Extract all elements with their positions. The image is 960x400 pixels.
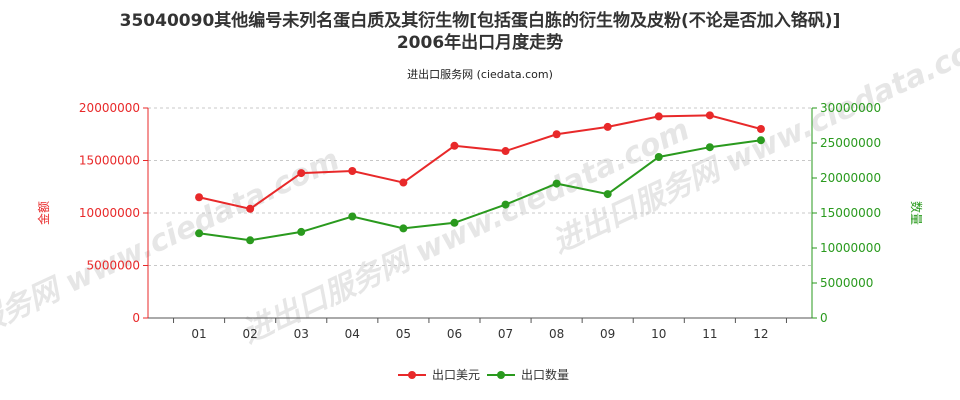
x-tick-label: 04 (345, 327, 360, 341)
x-tick-label: 11 (702, 327, 717, 341)
legend: 出口美元 出口数量 (398, 367, 569, 382)
x-tick-label: 02 (243, 327, 258, 341)
y-tick-label-right: 5000000 (820, 276, 873, 290)
y-tick-label-right: 20000000 (820, 171, 881, 185)
series-2-point (654, 153, 663, 161)
tick-labels: 0 5000000 10000000 15000000 20000000 0 5000000… (79, 101, 881, 341)
series-line-2 (198, 139, 762, 242)
series-1-point (195, 193, 204, 202)
series-2-point (450, 218, 459, 227)
chart-title: 35040090其他编号未列名蛋白质及其衍生物[包括蛋白胨的衍生物及皮粉(不论是… (120, 10, 841, 31)
series-layer (195, 111, 765, 245)
y-tick-label-right: 25000000 (820, 136, 881, 150)
series-1-point (756, 125, 765, 133)
x-tick-label: 05 (396, 327, 411, 341)
series-2-point (297, 227, 306, 236)
y-tick-label-left: 20000000 (79, 101, 140, 115)
series-2-point (501, 200, 510, 209)
y-axis-label-right: 数量 (909, 201, 924, 225)
y-tick-label-right: 30000000 (820, 101, 881, 115)
y-tick-label-right: 10000000 (820, 241, 881, 255)
x-tick-label: 07 (498, 327, 513, 341)
chart-subtitle: 2006年出口月度走势 (397, 32, 563, 53)
y-tick-label-right: 15000000 (820, 206, 881, 220)
x-tick-label: 06 (447, 327, 462, 341)
x-tick-label: 03 (294, 327, 309, 341)
series-line-1 (198, 114, 762, 210)
x-tick-label: 12 (753, 327, 768, 341)
series-1-point (399, 178, 408, 187)
legend-label: 出口数量 (521, 367, 569, 382)
series-2-point (246, 236, 255, 245)
y-axis-label-left: 金额 (36, 201, 51, 225)
series-1-point (603, 122, 612, 131)
series-2-point (552, 179, 561, 188)
series-1-point (552, 130, 561, 139)
y-tick-label-left: 10000000 (79, 206, 140, 220)
x-tick-label: 01 (191, 327, 206, 341)
legend-label: 出口美元 (432, 368, 480, 382)
series-1-point (450, 141, 459, 150)
series-2-point (603, 190, 612, 199)
series-1-point (501, 147, 510, 156)
series-1-point (246, 204, 255, 213)
y-tick-label-left: 5000000 (87, 259, 140, 273)
series-2-point (399, 224, 408, 233)
x-tick-label: 09 (600, 327, 615, 341)
y-tick-label-left: 15000000 (79, 154, 140, 168)
legend-swatch-marker (408, 371, 416, 379)
chart-source: 进出口服务网 (ciedata.com) (407, 67, 553, 81)
series-2-point (195, 229, 204, 238)
series-1-point (348, 167, 357, 175)
x-tick-label: 10 (651, 327, 666, 341)
axes (143, 107, 817, 323)
series-1-point (297, 169, 306, 178)
series-2-point (756, 136, 765, 145)
y-tick-label-left: 0 (132, 311, 140, 325)
series-2-point (348, 212, 357, 221)
series-2-point (705, 143, 714, 152)
legend-swatch-marker (497, 371, 505, 379)
series-1-point (705, 111, 714, 120)
y-tick-label-right: 0 (820, 311, 828, 325)
series-1-point (654, 112, 663, 121)
x-tick-label: 08 (549, 327, 564, 341)
gridlines (148, 107, 812, 266)
